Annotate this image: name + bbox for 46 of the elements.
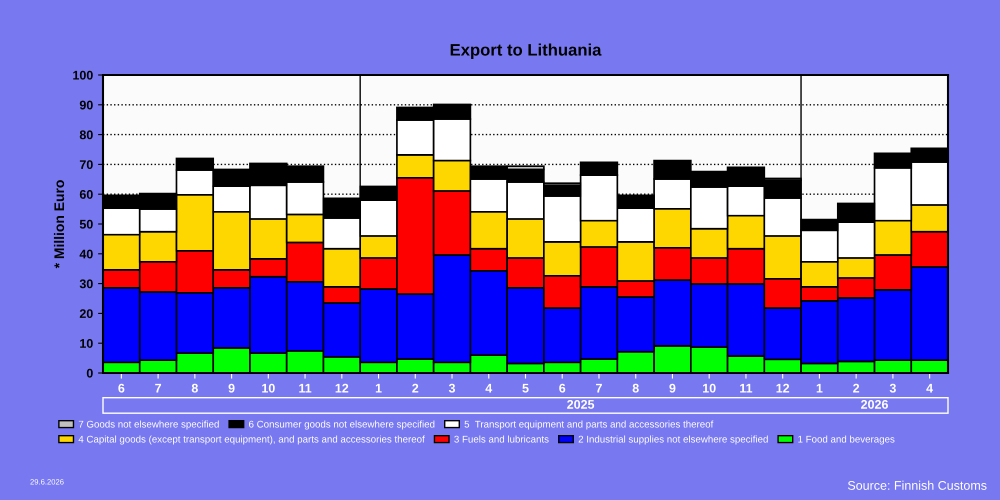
x-tick-label: 10 <box>262 384 275 393</box>
chart-title: Export to Lithuania <box>450 43 602 60</box>
x-tick-label: 3 <box>890 384 896 393</box>
x-tick-label: 8 <box>632 384 639 393</box>
x-tick-label: 2 <box>853 384 860 392</box>
legend-label: 4 Capital goods (except transport equipment), and parts and accessories thereof <box>78 435 425 445</box>
x-tick-label: 2 <box>412 384 418 392</box>
legend-label: 6 Consumer goods not elsewhere specified <box>249 420 434 430</box>
y-tick-label: 30 <box>80 279 93 288</box>
x-tick-label: 11 <box>299 384 312 392</box>
x-tick-label: 1 <box>376 384 382 392</box>
legend-label: 5 Transport equipment and parts and accessories thereof <box>464 420 714 430</box>
x-tick-label: 12 <box>336 384 348 392</box>
y-tick-label: 100 <box>73 70 93 80</box>
text: 2026 <box>861 400 888 409</box>
y-tick-label: 60 <box>80 190 93 199</box>
legend-label: 2 Industrial supplies not elsewhere specified <box>578 435 768 445</box>
source-note: Source: Finnish Customs <box>848 480 987 490</box>
y-tick-label: 20 <box>80 309 93 318</box>
y-tick-label: 40 <box>80 250 93 258</box>
x-tick-label: 1 <box>816 384 823 392</box>
x-tick-label: 11 <box>740 384 752 392</box>
text: 2025 <box>567 400 594 409</box>
y-tick-label: 90 <box>80 100 93 110</box>
y-tick-label: 70 <box>80 160 93 170</box>
x-tick-label: 4 <box>485 384 492 392</box>
x-tick-label: 10 <box>703 384 716 393</box>
y-axis-title: * Million Euro <box>54 180 64 268</box>
x-tick-label: 9 <box>669 384 676 393</box>
y-tick-label: 10 <box>80 339 93 348</box>
x-tick-label: 7 <box>596 384 602 392</box>
x-tick-label: 5 <box>522 384 529 393</box>
y-tick-label: 50 <box>80 220 93 229</box>
x-tick-label: 7 <box>155 384 162 392</box>
x-tick-label: 6 <box>559 384 566 393</box>
x-tick-label: 4 <box>926 384 934 392</box>
y-tick-label: 80 <box>80 130 93 140</box>
x-tick-label: 6 <box>118 384 124 393</box>
x-tick-label: 12 <box>776 384 790 392</box>
x-tick-label: 8 <box>192 384 198 393</box>
legend-label: 7 Goods not elsewhere specified <box>78 420 219 430</box>
y-tick-label: 0 <box>86 368 93 378</box>
legend-label: 1 Food and beverages <box>798 435 894 445</box>
x-tick-label: 3 <box>448 384 456 393</box>
x-tick-label: 9 <box>228 384 235 393</box>
legend-label: 3 Fuels and lubricants <box>454 435 549 443</box>
